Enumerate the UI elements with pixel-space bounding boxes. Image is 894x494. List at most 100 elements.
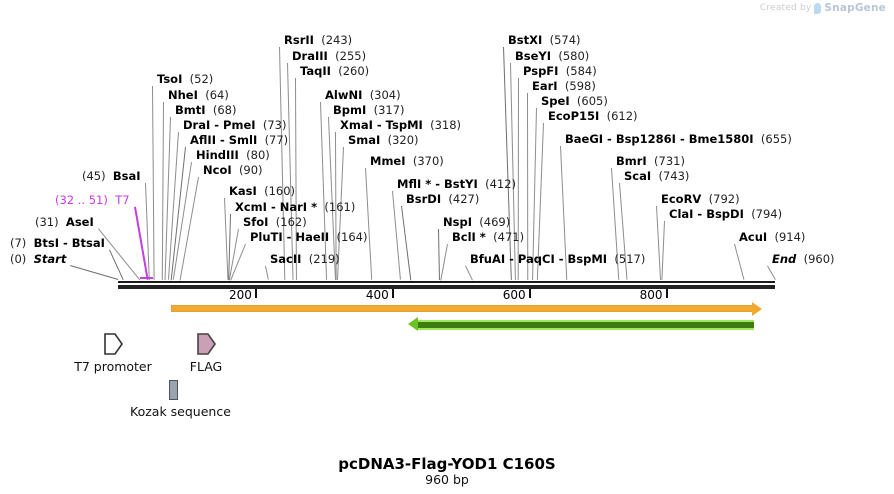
leader-line-acui [734,243,745,280]
enzyme-name: SpeI [541,94,570,108]
enzyme-label-ecop15i[interactable]: EcoP15I (612) [548,110,638,122]
enzyme-label-nspi[interactable]: NspI (469) [443,216,510,228]
enzyme-position: (90) [238,163,263,177]
enzyme-name: BpmI [333,103,367,117]
enzyme-label-nhei[interactable]: NheI (64) [168,89,229,101]
enzyme-label-ncoi[interactable]: NcoI (90) [203,164,263,176]
leader-line-nspi [438,228,441,280]
enzyme-name: HindIII [196,148,239,162]
enzyme-name: SfoI [243,215,269,229]
legend-item-kozak[interactable]: Kozak sequence [130,380,231,419]
enzyme-position: (584) [565,64,597,78]
enzyme-position: (317) [373,103,405,117]
enzyme-position: (580) [558,49,590,63]
watermark-brand: SnapGene [824,2,886,14]
ruler-label-800: 800 [639,288,663,302]
enzyme-position: (255) [335,49,367,63]
enzyme-position: (219) [308,252,340,266]
enzyme-label-pspfi[interactable]: PspFI (584) [523,65,597,77]
enzyme-position: (794) [751,207,783,221]
enzyme-position: (304) [369,88,401,102]
enzyme-name: BmrI [616,154,647,168]
legend-label-t7-promoter: T7 promoter [74,359,152,374]
enzyme-label-bmti[interactable]: BmtI (68) [175,104,236,116]
enzyme-label-mmei[interactable]: MmeI (370) [370,155,444,167]
enzyme-position: (52) [189,72,214,86]
enzyme-position: (161) [324,200,356,214]
enzyme-name: AflII - SmlI [190,133,258,147]
flag-pentagon-icon [197,333,216,355]
leader-line-pspfi [517,78,519,281]
leader-line-taqii [295,77,297,280]
enzyme-label-ecorv[interactable]: EcoRV (792) [661,193,740,205]
enzyme-label-taqii[interactable]: TaqII (260) [300,65,369,77]
enzyme-position: (31) [35,215,59,229]
enzyme-label-clai[interactable]: ClaI - BspDI (794) [669,208,782,220]
enzyme-label-asei[interactable]: (31) AseI [35,216,94,228]
leader-line-tsoi [152,85,155,280]
enzyme-name: AlwNI [325,88,363,102]
enzyme-label-spei[interactable]: SpeI (605) [541,95,608,107]
enzyme-label-kasi[interactable]: KasI (160) [229,185,295,197]
enzyme-label-sacii[interactable]: SacII (219) [270,253,340,265]
enzyme-label-smai[interactable]: SmaI (320) [348,134,419,146]
feature-arrow-green[interactable] [408,317,755,331]
enzyme-label-bsrdi[interactable]: BsrDI (427) [406,193,479,205]
enzyme-position: (0) [10,252,27,266]
enzyme-name: RsrII [284,33,314,47]
enzyme-name: DraI - PmeI [183,118,256,132]
enzyme-label-xcmi[interactable]: XcmI - NarI * (161) [235,201,355,213]
enzyme-label-mfli[interactable]: MflI * - BstYI (412) [397,178,516,190]
enzyme-label-end[interactable]: End (960) [772,253,835,265]
enzyme-position: (743) [658,169,690,183]
enzyme-label-sfoi[interactable]: SfoI (162) [243,216,307,228]
enzyme-label-drai[interactable]: DraI - PmeI (73) [183,119,286,131]
enzyme-label-acui[interactable]: AcuI (914) [739,231,805,243]
feature-arrow-orange[interactable] [170,302,763,316]
enzyme-label-scai[interactable]: ScaI (743) [624,170,689,182]
enzyme-label-start[interactable]: (0) Start [10,253,66,265]
enzyme-position: (469) [479,215,511,229]
watermark-prefix: Created by [759,3,812,13]
enzyme-position: (80) [246,148,270,162]
enzyme-label-bpmi[interactable]: BpmI (317) [333,104,405,116]
enzyme-label-aflii[interactable]: AflII - SmlI (77) [190,134,288,146]
enzyme-label-eari[interactable]: EarI (598) [532,80,596,92]
legend-item-flag[interactable]: FLAG [163,332,249,374]
enzyme-label-rsrii[interactable]: RsrII (243) [284,34,352,46]
enzyme-label-btsi[interactable]: (7) BtsI - BtsaI [10,237,105,249]
enzyme-label-pluti[interactable]: PluTI - HaeII (164) [250,231,367,243]
enzyme-position: (471) [493,230,525,244]
enzyme-label-tsoi[interactable]: TsoI (52) [157,73,213,85]
enzyme-position: (260) [338,64,370,78]
enzyme-name: TsoI [157,72,183,86]
enzyme-position: (427) [448,192,480,206]
enzyme-name: BclI * [452,230,486,244]
snapgene-drop-icon [814,2,822,14]
enzyme-label-bfuai[interactable]: BfuAI - PaqCI - BspMI (517) [470,253,645,265]
enzyme-label-bstxi[interactable]: BstXI (574) [508,34,581,46]
enzyme-name: MmeI [370,154,406,168]
enzyme-label-t7[interactable]: (32 .. 51) T7 [55,194,130,206]
enzyme-name: EcoP15I [548,109,600,123]
enzyme-label-alwni[interactable]: AlwNI (304) [325,89,401,101]
enzyme-label-bmri[interactable]: BmrI (731) [616,155,685,167]
leader-line-bfuai [465,265,473,280]
enzyme-label-draiii[interactable]: DraIII (255) [292,50,366,62]
enzyme-position: (77) [264,133,289,147]
enzyme-name: BsaI [112,169,141,183]
enzyme-label-bcli[interactable]: BclI * (471) [452,231,524,243]
enzyme-label-bsai[interactable]: (45) BsaI [82,170,141,182]
enzyme-label-xmai[interactable]: XmaI - TspMI (318) [340,119,461,131]
enzyme-name: AcuI [739,230,768,244]
enzyme-name: SacII [270,252,302,266]
leader-line-start [70,264,119,280]
enzyme-label-hindiii[interactable]: HindIII (80) [196,149,270,161]
enzyme-label-bseyi[interactable]: BseYI (580) [515,50,589,62]
enzyme-position: (64) [205,88,229,102]
enzyme-label-baegi[interactable]: BaeGI - Bsp1286I - Bme1580I (655) [565,133,792,145]
enzyme-name: End [772,252,797,266]
enzyme-position: (792) [708,192,740,206]
legend-item-t7-promoter[interactable]: T7 promoter [70,332,156,374]
